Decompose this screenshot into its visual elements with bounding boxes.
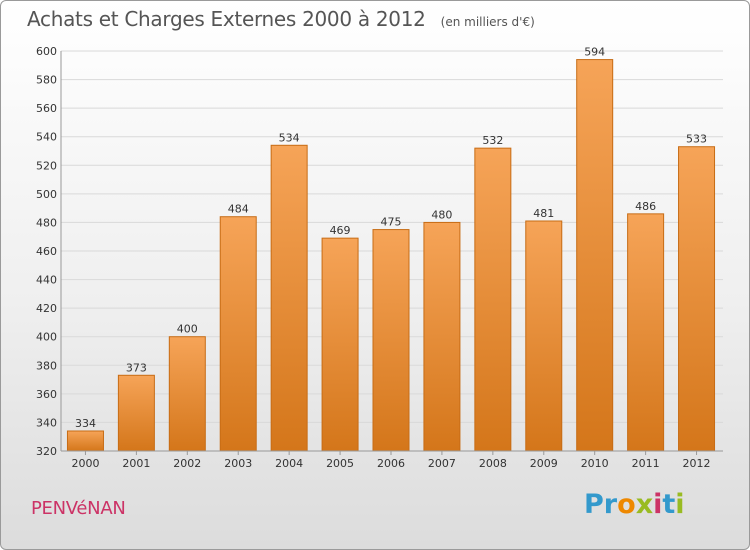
bar-value-label: 480	[431, 208, 452, 221]
x-tick-label: 2009	[530, 457, 558, 470]
bar-value-label: 533	[686, 133, 707, 146]
bar-value-label: 486	[635, 200, 656, 213]
bar-value-label: 475	[381, 216, 402, 229]
logo-letter: o	[617, 489, 636, 520]
title-row: Achats et Charges Externes 2000 à 2012 (…	[27, 7, 535, 31]
bars: 334 373 400 484 534 469 475 480 532 481 594 486 533	[66, 46, 716, 452]
bar-value-label: 534	[279, 131, 300, 144]
bar	[321, 237, 359, 452]
bar	[423, 221, 461, 452]
proxiti-logo[interactable]: Proxiti	[584, 489, 685, 520]
x-tick-label: 2001	[122, 457, 150, 470]
x-axis-ticks: 2000 2001 2002 2003 2004 2005 2006 2007 2008 2009…	[71, 451, 711, 470]
bar	[66, 430, 104, 452]
y-tick-label: 580	[36, 74, 57, 87]
bar-value-label: 594	[584, 46, 605, 59]
y-tick-label: 420	[36, 302, 57, 315]
y-tick-label: 520	[36, 159, 57, 172]
logo-letter: x	[635, 489, 654, 520]
y-tick-label: 400	[36, 331, 57, 344]
y-tick-label: 460	[36, 245, 57, 258]
x-tick-label: 2002	[173, 457, 201, 470]
bar	[576, 59, 614, 452]
commune-name: PENVéNAN	[31, 498, 126, 519]
bar-value-label: 373	[126, 361, 147, 374]
bar-value-label: 481	[533, 207, 554, 220]
logo-letter: t	[662, 489, 676, 520]
x-tick-label: 2011	[632, 457, 660, 470]
chart-title: Achats et Charges Externes 2000 à 2012	[27, 7, 426, 31]
axes	[60, 51, 723, 452]
x-tick-label: 2004	[275, 457, 303, 470]
logo-letter: r	[603, 489, 618, 520]
y-tick-label: 540	[36, 131, 57, 144]
bar-value-label: 532	[482, 134, 503, 147]
logo-letter: i	[675, 489, 685, 520]
bar-value-label: 400	[177, 323, 198, 336]
bar-value-label: 334	[75, 417, 96, 430]
bar-value-label: 469	[330, 224, 351, 237]
chart-subtitle: (en milliers d'€)	[440, 15, 535, 29]
bar	[627, 213, 665, 452]
x-tick-label: 2007	[428, 457, 456, 470]
y-tick-label: 360	[36, 388, 57, 401]
logo-letter: P	[584, 489, 604, 520]
x-tick-label: 2003	[224, 457, 252, 470]
bar	[117, 374, 155, 452]
bar	[372, 229, 410, 452]
logo-letter: i	[653, 489, 663, 520]
bar	[474, 147, 512, 452]
bar	[219, 216, 257, 452]
y-tick-label: 380	[36, 359, 57, 372]
x-tick-label: 2006	[377, 457, 405, 470]
y-tick-label: 560	[36, 102, 57, 115]
bar	[678, 146, 716, 452]
x-tick-label: 2012	[683, 457, 711, 470]
bar-value-label: 484	[228, 203, 249, 216]
x-tick-label: 2000	[71, 457, 99, 470]
y-axis-ticks: 320 340 360 380 400 420 440 460 480 500 520 540 560 5…	[36, 45, 57, 458]
y-tick-label: 600	[36, 45, 57, 58]
y-tick-label: 340	[36, 416, 57, 429]
y-tick-label: 320	[36, 445, 57, 458]
bar	[525, 220, 563, 452]
y-tick-label: 480	[36, 216, 57, 229]
x-tick-label: 2005	[326, 457, 354, 470]
bar	[270, 144, 308, 452]
bar	[168, 336, 206, 452]
x-tick-label: 2010	[581, 457, 609, 470]
x-tick-label: 2008	[479, 457, 507, 470]
y-tick-label: 440	[36, 274, 57, 287]
y-tick-label: 500	[36, 188, 57, 201]
